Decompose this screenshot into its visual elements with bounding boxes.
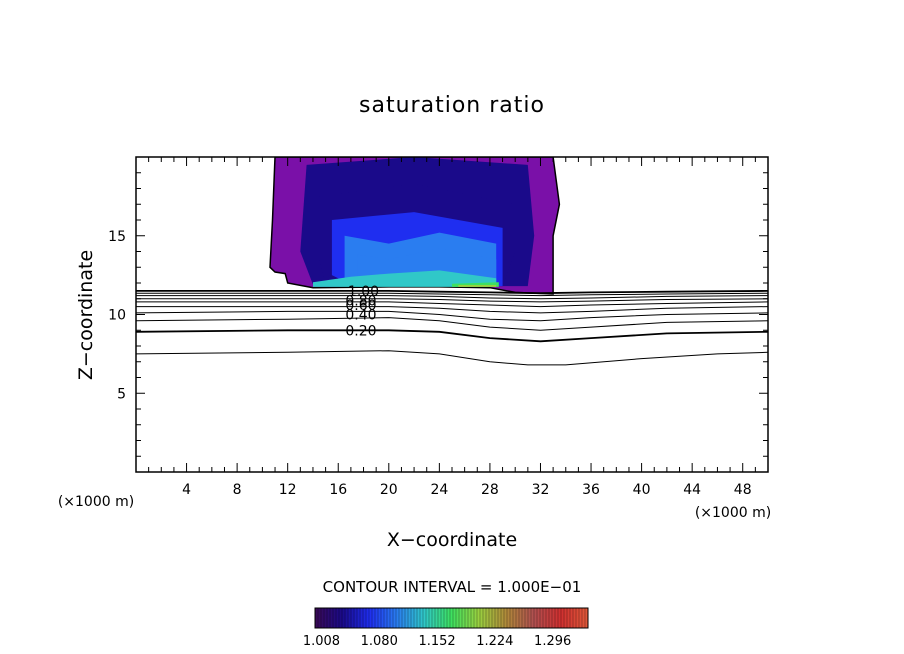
x-tick-label: 40	[633, 482, 651, 498]
y-axis-label: Z−coordinate	[75, 250, 97, 380]
contour-line	[136, 289, 768, 295]
contour-label: 0.40	[345, 308, 376, 324]
x-tick-label: 24	[430, 482, 448, 498]
colorbar-tick-label: 1.080	[361, 634, 398, 649]
contour-line	[136, 298, 768, 303]
colorbar-tick-label: 1.008	[303, 634, 340, 649]
colorbar-tick-label: 1.152	[418, 634, 455, 649]
contour-line	[136, 329, 768, 343]
y-tick-label: 15	[108, 229, 126, 245]
x-axis-label: X−coordinate	[387, 529, 517, 551]
x-tick-label: 44	[683, 482, 701, 498]
colorbar-tick-label: 1.296	[534, 634, 571, 649]
shaded-region	[269, 157, 561, 295]
contour-lines	[136, 289, 768, 366]
x-unit-right: (×1000 m)	[695, 505, 771, 521]
contour-label: 0.80	[345, 293, 376, 309]
contour-line	[136, 317, 768, 331]
contour-label: 0.60	[345, 298, 376, 314]
x-tick-label: 12	[279, 482, 297, 498]
x-tick-label: 20	[380, 482, 398, 498]
colorbar-tick-label: 1.224	[476, 634, 513, 649]
x-tick-label: 16	[329, 482, 347, 498]
x-tick-label: 36	[582, 482, 600, 498]
contour-line	[136, 292, 768, 297]
colorbar: 1.008 1.080 1.152 1.224 1.296	[303, 607, 589, 649]
colorbar-tick-labels: 1.008 1.080 1.152 1.224 1.296	[303, 634, 571, 649]
x-tick-label: 32	[532, 482, 550, 498]
contour-label: 1.00	[348, 284, 379, 300]
y-tick-label: 5	[117, 386, 126, 402]
chart-title: saturation ratio	[359, 93, 545, 118]
y-tick-label: 10	[108, 308, 126, 324]
colorbar-stripes	[317, 608, 586, 628]
x-tick-label: 28	[481, 482, 499, 498]
contour-line	[136, 310, 768, 322]
contour-line	[136, 295, 768, 300]
x-tick-label: 8	[233, 482, 242, 498]
contour-line	[136, 306, 768, 314]
colorbar-gradient	[314, 607, 589, 629]
contour-labels: 1.000.800.600.400.20	[345, 284, 379, 339]
contour-interval-text: CONTOUR INTERVAL = 1.000E−01	[323, 578, 582, 596]
shaded-level-7	[458, 285, 497, 287]
x-tick-label: 4	[182, 482, 191, 498]
x-unit-left: (×1000 m)	[58, 494, 134, 510]
contour-line	[136, 301, 768, 308]
x-tick-label: 48	[734, 482, 752, 498]
shaded-level-5	[313, 270, 497, 287]
contour-line	[136, 350, 768, 366]
contour-label: 0.20	[345, 323, 376, 339]
